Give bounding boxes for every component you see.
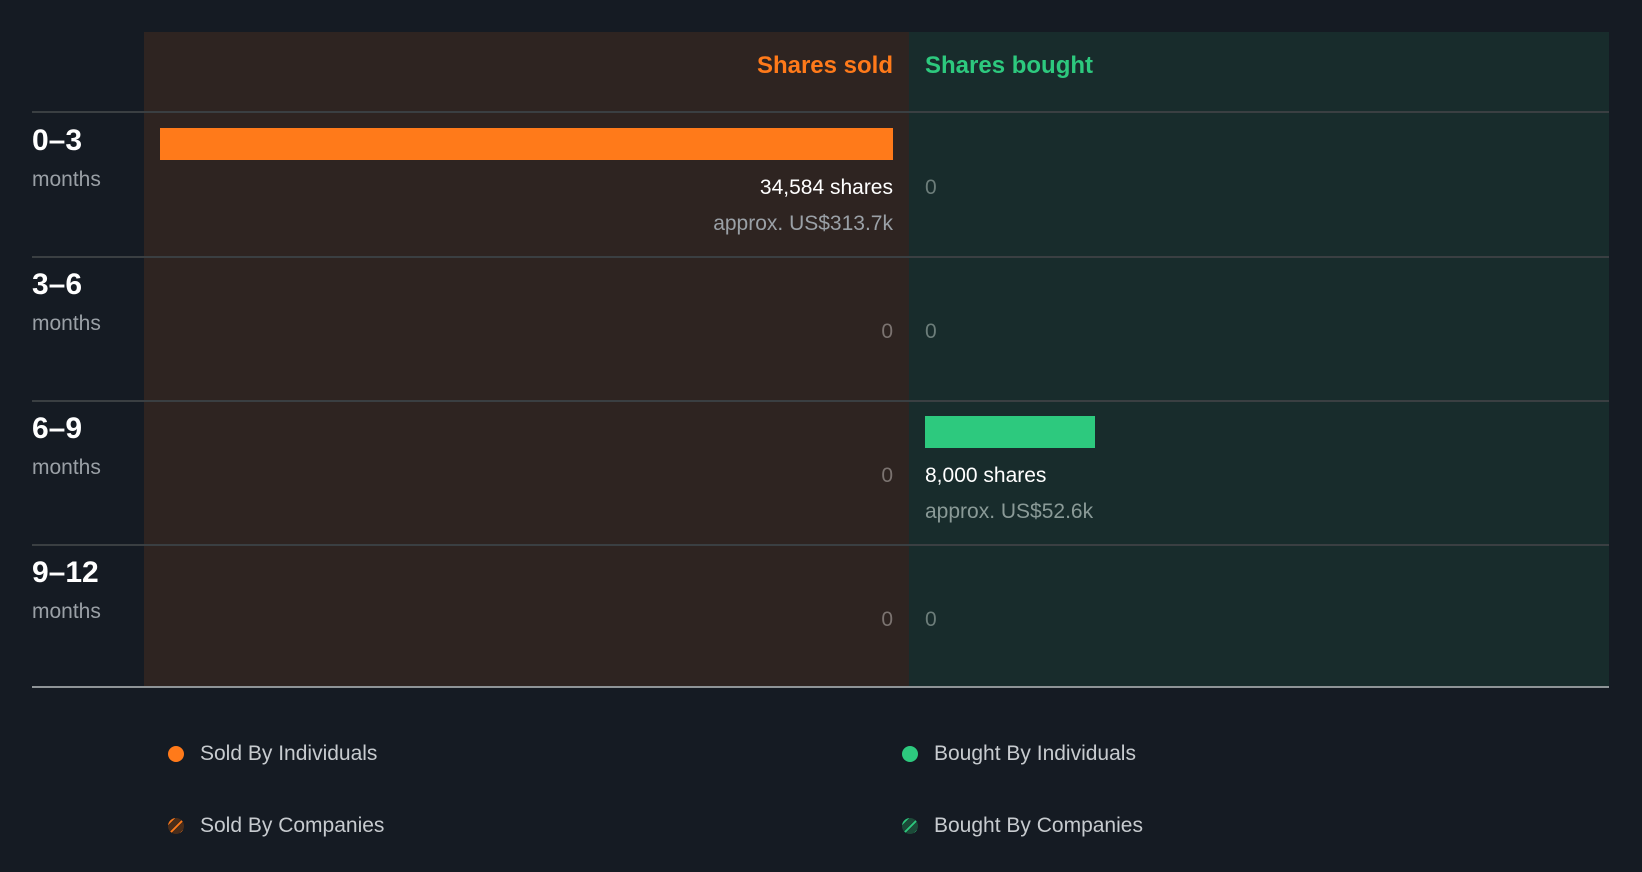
period-unit: months xyxy=(32,168,101,191)
legend-sold-individuals[interactable]: Sold By Individuals xyxy=(168,742,377,766)
orange-dot-icon xyxy=(168,746,184,762)
period-range: 6–9 xyxy=(32,412,83,445)
green-dot-icon xyxy=(902,746,918,762)
period-range: 0–3 xyxy=(32,124,83,157)
bought-panel xyxy=(909,32,1609,687)
legend-label: Sold By Companies xyxy=(200,814,385,837)
shares-sold-header: Shares sold xyxy=(756,52,893,79)
row-divider xyxy=(32,400,1609,402)
period-unit: months xyxy=(32,600,101,623)
sold-bar-0-3[interactable] xyxy=(160,128,893,160)
period-3-6: 3–6 months xyxy=(32,268,101,336)
bought-value-6-9: approx. US$52.6k xyxy=(925,500,1094,523)
row-divider xyxy=(32,256,1609,258)
sold-zero-3-6: 0 xyxy=(881,320,893,343)
period-range: 3–6 xyxy=(32,268,83,301)
bought-zero-3-6: 0 xyxy=(925,320,937,343)
legend-label: Bought By Individuals xyxy=(934,742,1136,765)
legend-bought-companies[interactable]: Bought By Companies xyxy=(902,814,1143,838)
sold-value-0-3: approx. US$313.7k xyxy=(713,212,893,235)
bought-zero-0-3: 0 xyxy=(925,176,937,199)
chart-baseline xyxy=(32,686,1609,688)
legend-label: Sold By Individuals xyxy=(200,742,378,765)
legend-bought-individuals[interactable]: Bought By Individuals xyxy=(902,742,1136,766)
sold-shares-0-3: 34,584 shares xyxy=(759,176,893,199)
bought-bar-6-9[interactable] xyxy=(925,416,1095,448)
row-divider xyxy=(32,111,1609,113)
period-0-3: 0–3 months xyxy=(32,124,101,192)
bought-shares-6-9: 8,000 shares xyxy=(925,464,1047,487)
sold-zero-6-9: 0 xyxy=(881,464,893,487)
green-striped-dot-icon xyxy=(902,818,918,834)
legend-sold-companies[interactable]: Sold By Companies xyxy=(168,814,384,838)
row-divider xyxy=(32,544,1609,546)
period-6-9: 6–9 months xyxy=(32,412,101,480)
bought-zero-9-12: 0 xyxy=(925,608,937,631)
orange-striped-dot-icon xyxy=(168,818,184,834)
period-9-12: 9–12 months xyxy=(32,556,101,624)
legend-label: Bought By Companies xyxy=(934,814,1143,837)
period-unit: months xyxy=(32,312,101,335)
sold-zero-9-12: 0 xyxy=(881,608,893,631)
period-unit: months xyxy=(32,456,101,479)
shares-bought-header: Shares bought xyxy=(925,52,1094,79)
period-range: 9–12 xyxy=(32,556,99,589)
